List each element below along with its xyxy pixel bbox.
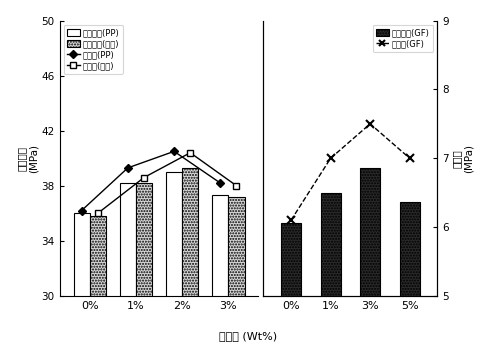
Y-axis label: 압축강도
(MPa): 압축강도 (MPa) [17,144,39,173]
Bar [229,197,245,344]
Bar [89,216,106,344]
Bar [166,172,182,344]
Bar [120,183,136,344]
Legend: 압축강도(PP), 압축강도(망복), 휨강도(PP), 휨강도(망복): 압축강도(PP), 압축강도(망복), 휨강도(PP), 휨강도(망복) [64,25,123,74]
Bar [360,168,380,344]
Bar [321,193,340,344]
Bar [74,213,89,344]
Legend: 압축강도(GF), 휨강도(GF): 압축강도(GF), 휨강도(GF) [373,25,433,52]
Text: 혼입률 (Wt%): 혼입률 (Wt%) [220,331,277,341]
Bar [182,168,198,344]
Bar [281,223,301,344]
Y-axis label: 휨강도
(MPa): 휨강도 (MPa) [452,144,473,173]
Bar [136,183,152,344]
Bar [212,195,229,344]
Bar [400,202,419,344]
